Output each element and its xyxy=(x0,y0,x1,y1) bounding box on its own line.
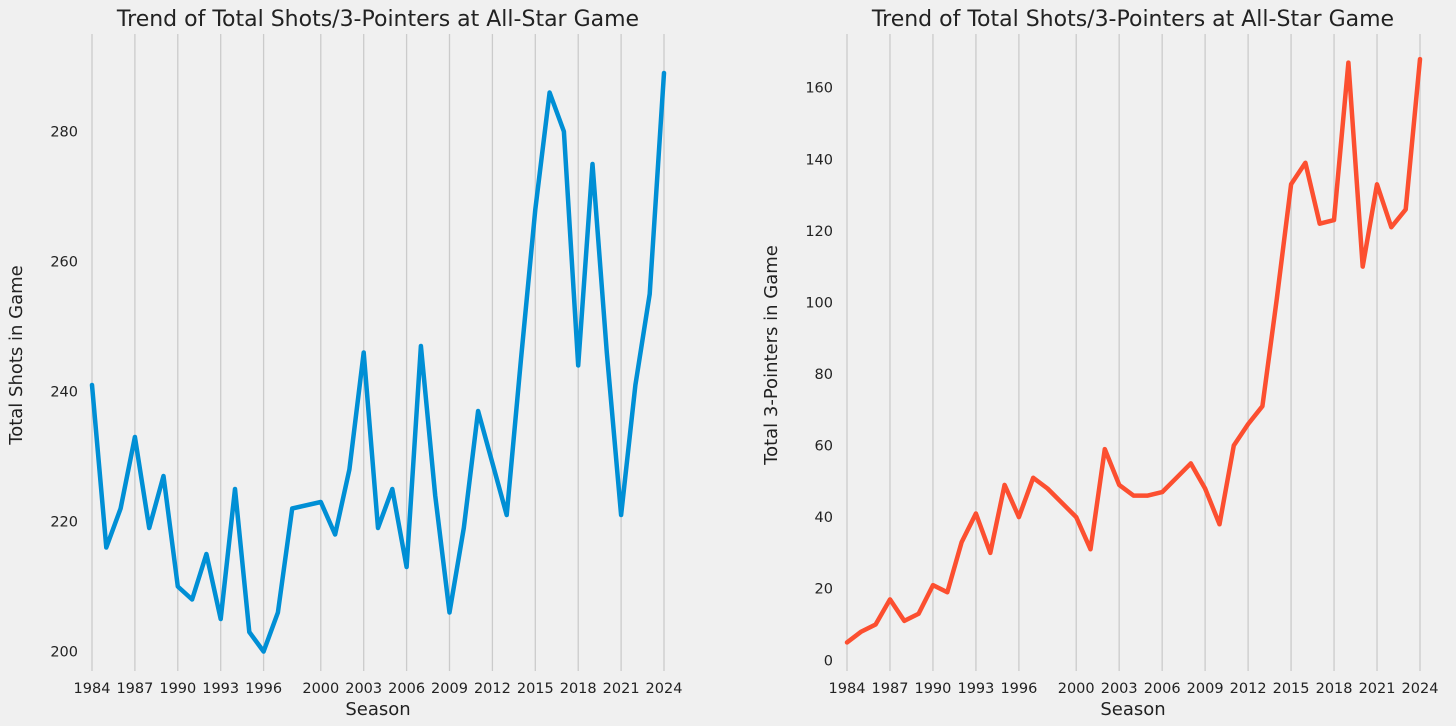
y-tick-label: 40 xyxy=(815,510,833,526)
y-tick-label: 280 xyxy=(50,125,78,141)
x-tick-label: 2012 xyxy=(1230,681,1267,697)
y-axis-label: Total 3-Pointers in Game xyxy=(761,245,782,466)
x-tick-label: 1990 xyxy=(159,681,196,697)
x-tick-label: 1987 xyxy=(116,681,153,697)
y-tick-label: 240 xyxy=(50,385,78,401)
y-axis-label: Total Shots in Game xyxy=(6,265,27,445)
y-tick-labels: 0 20 40 60 80 100 120 140 160 xyxy=(805,81,833,670)
x-tick-label: 2018 xyxy=(560,681,597,697)
y-tick-label: 100 xyxy=(805,295,833,311)
x-tick-label: 2024 xyxy=(646,681,683,697)
y-tick-label: 160 xyxy=(805,81,833,97)
y-tick-label: 60 xyxy=(815,439,833,455)
x-tick-label: 1984 xyxy=(829,681,866,697)
x-tick-label: 1993 xyxy=(957,681,994,697)
x-tick-label: 2006 xyxy=(388,681,425,697)
x-tick-label: 2015 xyxy=(1273,681,1310,697)
chart-title: Trend of Total Shots/3-Pointers at All-S… xyxy=(871,7,1394,32)
x-tick-label: 1990 xyxy=(914,681,951,697)
x-tick-label: 2018 xyxy=(1316,681,1353,697)
x-tick-label: 2021 xyxy=(1359,681,1396,697)
x-tick-label: 1987 xyxy=(872,681,909,697)
x-axis-label: Season xyxy=(345,699,410,720)
x-tick-label: 2009 xyxy=(431,681,468,697)
y-tick-label: 80 xyxy=(815,367,833,383)
x-tick-label: 2024 xyxy=(1402,681,1439,697)
x-tick-label: 2003 xyxy=(1101,681,1138,697)
x-tick-label: 2009 xyxy=(1187,681,1224,697)
shots-chart: Trend of Total Shots/3-Pointers at All-S… xyxy=(6,7,682,720)
x-gridlines xyxy=(846,34,1421,671)
x-axis-label: Season xyxy=(1100,699,1165,720)
y-tick-label: 220 xyxy=(50,515,78,531)
x-tick-label: 2003 xyxy=(345,681,382,697)
x-tick-label: 1996 xyxy=(1000,681,1037,697)
x-tick-label: 1993 xyxy=(202,681,239,697)
x-tick-label: 2000 xyxy=(1058,681,1095,697)
y-tick-label: 20 xyxy=(815,582,833,598)
x-tick-labels: 1984 1987 1990 1993 1996 2000 2003 2006 2009 2012… xyxy=(829,681,1439,697)
y-tick-label: 200 xyxy=(50,645,78,661)
series-line xyxy=(844,56,1423,645)
series-line xyxy=(89,70,667,654)
chart-title: Trend of Total Shots/3-Pointers at All-S… xyxy=(116,7,639,32)
y-tick-label: 140 xyxy=(805,152,833,168)
x-tick-labels: 1984 1987 1990 1993 1996 2000 2003 2006 2009 2012… xyxy=(74,681,683,697)
x-tick-label: 1984 xyxy=(74,681,111,697)
x-tick-label: 2012 xyxy=(474,681,511,697)
three-pointers-chart: Trend of Total Shots/3-Pointers at All-S… xyxy=(761,7,1438,720)
x-gridlines xyxy=(91,34,665,671)
y-tick-label: 260 xyxy=(50,255,78,271)
y-tick-labels: 200 220 240 260 280 xyxy=(50,125,78,661)
x-tick-label: 2006 xyxy=(1144,681,1181,697)
x-tick-label: 2021 xyxy=(603,681,640,697)
x-tick-label: 2015 xyxy=(517,681,554,697)
x-tick-label: 1996 xyxy=(245,681,282,697)
y-tick-label: 120 xyxy=(805,224,833,240)
x-tick-label: 2000 xyxy=(302,681,339,697)
y-tick-label: 0 xyxy=(824,653,833,669)
